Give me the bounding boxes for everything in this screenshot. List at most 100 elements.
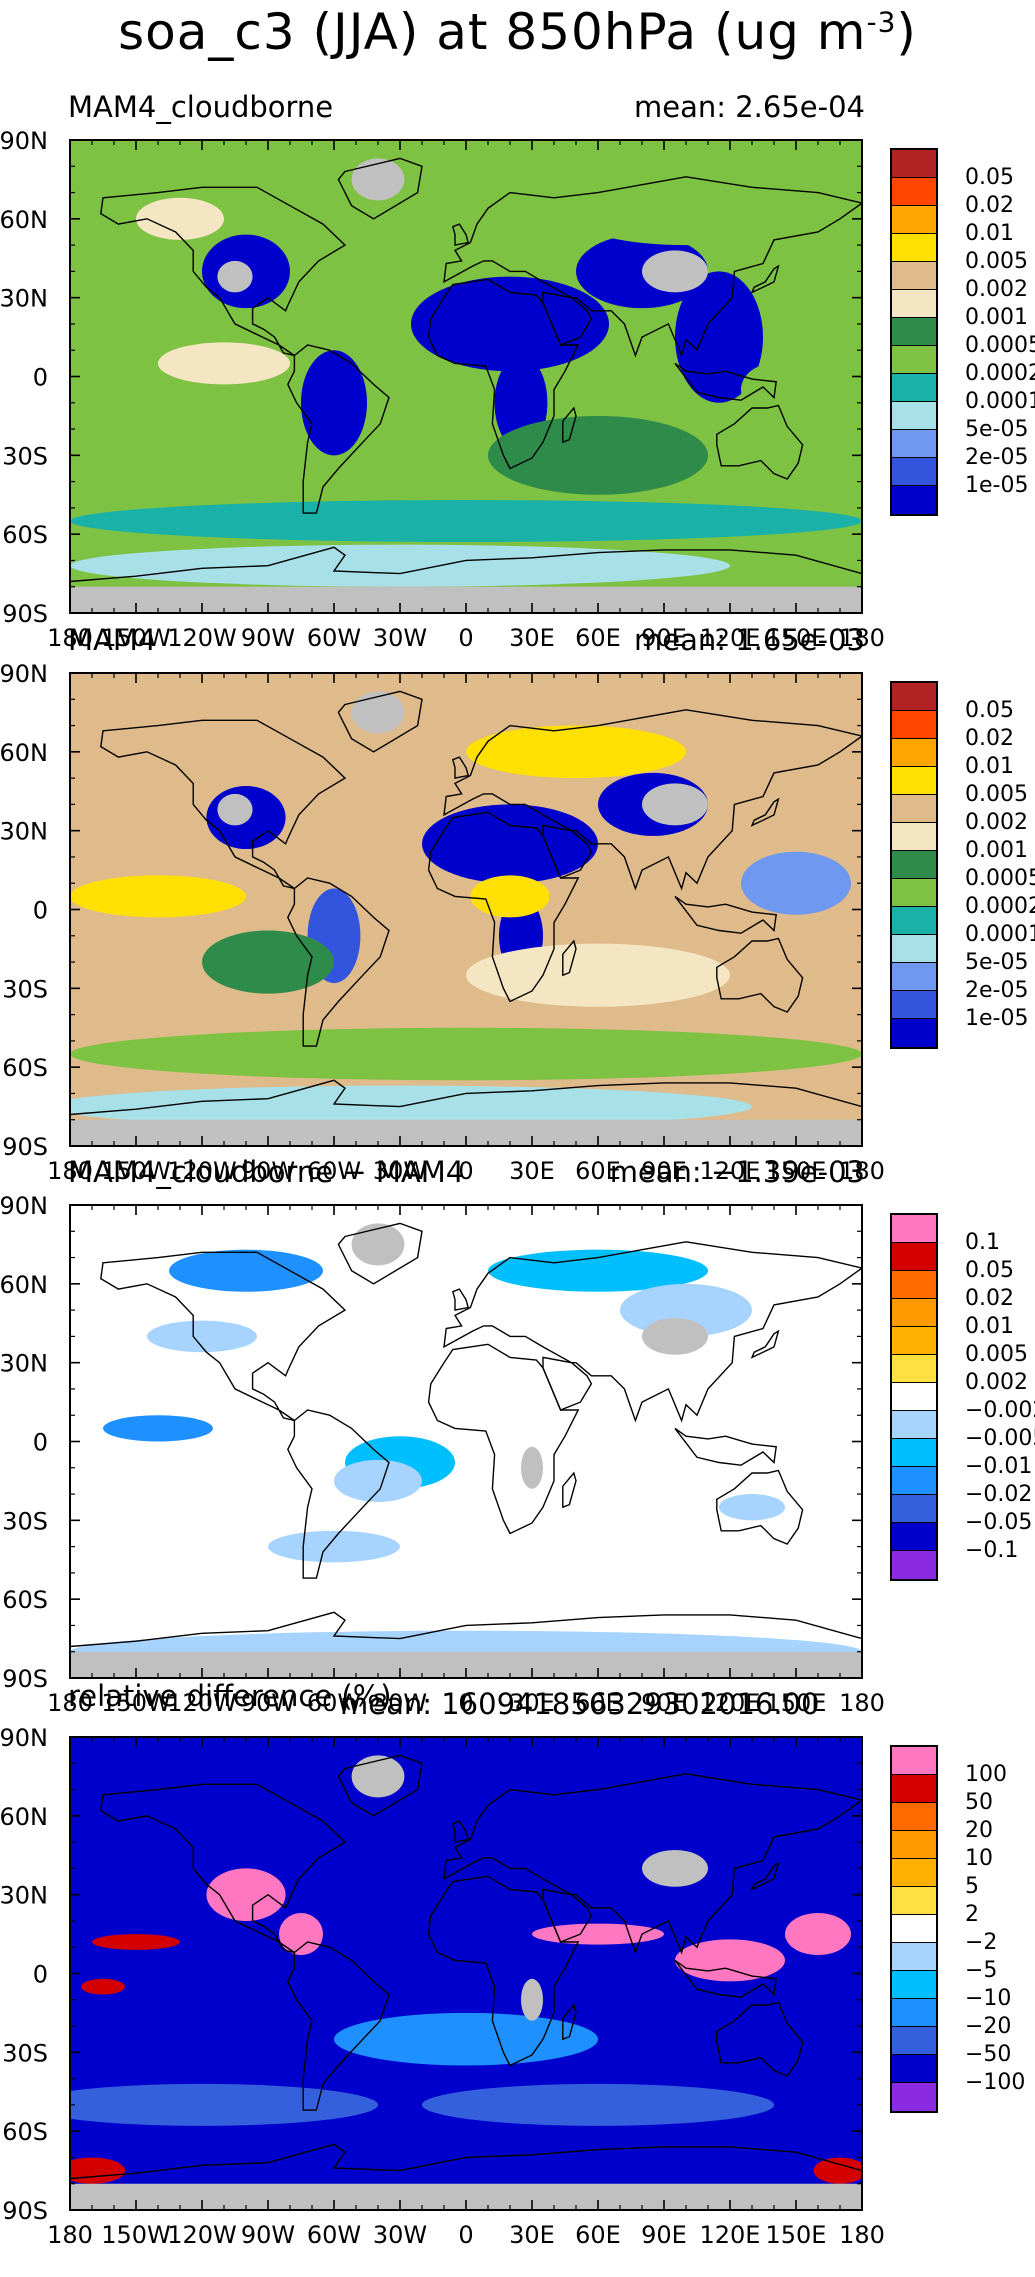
- field-layer: [70, 1205, 862, 1678]
- y-tick-label: 30S: [2, 975, 48, 1003]
- figure-title-text: soa_c3 (JJA) at 850hPa (ug m: [118, 3, 867, 61]
- x-tick-label: 120W: [167, 624, 237, 652]
- colorbar-swatch: [892, 1803, 936, 1831]
- coastline-north-america: [100, 1251, 347, 1422]
- field-feature: [70, 2157, 125, 2184]
- land-missing: [642, 250, 708, 293]
- y-tick-label: 30S: [2, 442, 48, 470]
- x-tick-label: 90E: [641, 1689, 687, 1717]
- panel-mean: mean: 1.65e-03: [633, 623, 865, 657]
- colorbar-level-label: 50: [965, 1790, 993, 1815]
- colorbar-swatch: [892, 851, 936, 879]
- field-feature: [719, 1494, 785, 1521]
- y-tick-label: 0: [33, 1429, 48, 1457]
- x-tick-label: 0: [458, 2221, 473, 2249]
- colorbar-level-label: −0.01: [965, 1454, 1033, 1479]
- x-tick-label: 0: [458, 1157, 473, 1185]
- field-feature: [70, 875, 246, 918]
- coastline-north-america: [100, 1783, 347, 1954]
- colorbar-swatch: [892, 711, 936, 739]
- coastline-africa: [427, 1875, 580, 2067]
- coastline-madagascar: [562, 406, 577, 444]
- colorbar-swatch: [892, 458, 936, 486]
- y-tick-label: 30S: [2, 2039, 48, 2067]
- field-feature: [785, 1913, 851, 1956]
- field-feature: [488, 415, 708, 495]
- colorbar-swatch: [892, 1747, 936, 1775]
- colorbar-level-label: −100: [965, 2070, 1026, 2095]
- land-missing: [217, 260, 253, 293]
- colorbar-swatch: [892, 1943, 936, 1971]
- x-tick-label: 90W: [241, 1689, 295, 1717]
- colorbar-swatch: [892, 430, 936, 458]
- land-missing: [351, 1755, 405, 1798]
- colorbar-swatch: [892, 234, 936, 262]
- coastline-eurasia: [443, 1241, 862, 1423]
- coastline-australia: [716, 404, 804, 480]
- coastline-japan: [750, 264, 780, 294]
- x-tick-label: 150W: [101, 1689, 171, 1717]
- coastlines: [70, 157, 862, 613]
- coastlines: [70, 690, 862, 1146]
- field-feature: [466, 725, 686, 779]
- x-tick-label: 30W: [373, 624, 427, 652]
- colorbar-swatch: [892, 991, 936, 1019]
- coastline-australia: [716, 1469, 804, 1545]
- field-feature: [92, 376, 224, 482]
- colorbar-swatch: [892, 206, 936, 234]
- field-feature: [411, 276, 609, 372]
- colorbar-level-label: 0.0001: [965, 389, 1035, 414]
- colorbar: 0.1 0.05 0.02 0.01 0.005 0.002 −0.002 −0.005 −0.…: [890, 1213, 1035, 1581]
- field-feature: [301, 350, 367, 456]
- field-feature: [422, 804, 598, 884]
- field-feature: [158, 342, 290, 385]
- x-tick-label: 120E: [700, 1157, 761, 1185]
- x-tick-label: 150W: [101, 624, 171, 652]
- colorbar-swatch: [892, 374, 936, 402]
- colorbar-level-label: 0.002: [965, 1370, 1028, 1395]
- land-missing: [642, 783, 708, 826]
- y-tick-label: 0: [33, 897, 48, 925]
- y-tick-label: 90S: [2, 1133, 48, 1161]
- colorbar-level-label: 10: [965, 1846, 993, 1871]
- x-tick-label: 90E: [641, 1157, 687, 1185]
- coastline-madagascar: [562, 939, 577, 977]
- colorbar-swatch: [892, 1243, 936, 1271]
- field-feature: [334, 1459, 422, 1502]
- x-tick-label: 150W: [101, 2221, 171, 2249]
- colorbar-level-label: 2e-05: [965, 978, 1029, 1003]
- x-tick-label: 30E: [509, 2221, 555, 2249]
- colorbar-level-label: −0.005: [965, 1426, 1035, 1451]
- y-tick-label: 30N: [0, 818, 48, 846]
- colorbar-swatch: [892, 1019, 936, 1047]
- x-tick-label: 60E: [575, 1689, 621, 1717]
- coastline-madagascar: [562, 1471, 577, 1509]
- x-tick-label: 150E: [766, 1689, 827, 1717]
- x-tick-label: 30W: [373, 2221, 427, 2249]
- colorbar-swatch: [892, 683, 936, 711]
- colorbar-level-label: 0.02: [965, 193, 1014, 218]
- colorbar-level-label: 5e-05: [965, 417, 1029, 442]
- colorbar-level-label: 2: [965, 1902, 979, 1927]
- map-panel-3: MAM4_cloudborne − MAM4 mean: −1.39e-03 180…: [0, 1145, 1035, 1717]
- x-tick-label: 180: [47, 2221, 93, 2249]
- colorbar-swatch: [892, 1915, 936, 1943]
- colorbar-swatch: [892, 1467, 936, 1495]
- field-feature: [103, 1415, 213, 1442]
- x-tick-label: 180: [839, 624, 885, 652]
- x-tick-label: 30W: [373, 1689, 427, 1717]
- coastline-uk: [451, 756, 470, 779]
- x-tick-label: 60W: [307, 1689, 361, 1717]
- coastline-greenland: [337, 690, 423, 753]
- panel-mean: mean: −1.39e-03: [609, 1155, 865, 1189]
- coastline-indonesia: [674, 895, 777, 934]
- field-layer: [70, 1737, 862, 2210]
- colorbar-level-label: −0.05: [965, 1510, 1033, 1535]
- coastline-eurasia: [443, 709, 862, 891]
- x-tick-label: 180: [47, 1157, 93, 1185]
- panel-mean: mean: 160941856329302016.00: [340, 1687, 820, 1721]
- coastlines: [70, 1754, 862, 2210]
- coastline-arabia: [542, 1356, 593, 1411]
- colorbar-swatch: [892, 2027, 936, 2055]
